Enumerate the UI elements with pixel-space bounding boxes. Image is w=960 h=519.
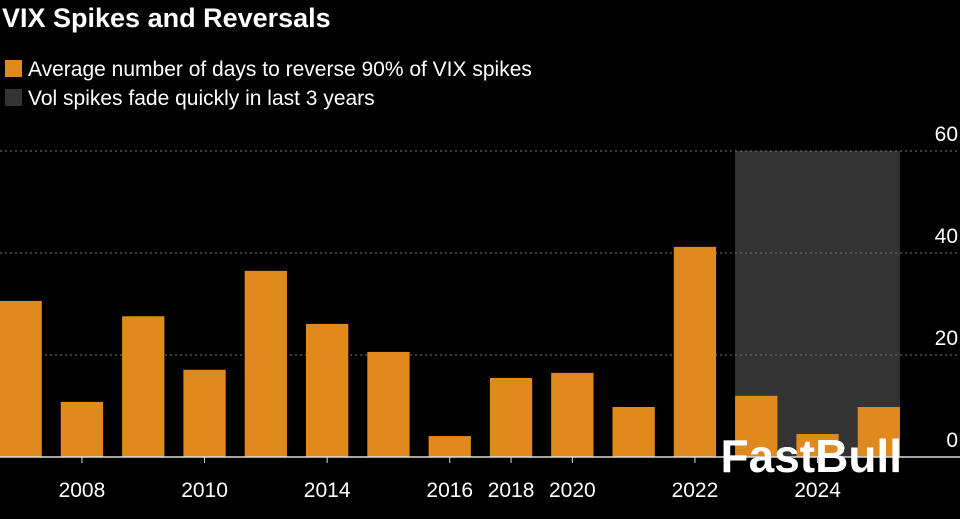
bar bbox=[857, 407, 900, 457]
bar bbox=[489, 377, 533, 457]
y-tick-label: 40 bbox=[935, 225, 958, 248]
legend-label: Vol spikes fade quickly in last 3 years bbox=[28, 87, 375, 110]
x-tick-label: 2018 bbox=[488, 479, 535, 502]
y-tick-label: 20 bbox=[935, 327, 958, 350]
watermark: FastBull bbox=[721, 430, 902, 482]
x-tick-label: 2020 bbox=[549, 479, 596, 502]
bar bbox=[183, 369, 226, 457]
bar bbox=[551, 372, 594, 457]
bar bbox=[428, 436, 471, 457]
legend-swatch bbox=[5, 60, 22, 77]
bar bbox=[0, 300, 42, 457]
x-tick-label: 2014 bbox=[304, 479, 351, 502]
legend-label: Average number of days to reverse 90% of… bbox=[28, 58, 532, 81]
bar bbox=[367, 351, 410, 457]
bar bbox=[60, 401, 104, 457]
x-tick-label: 2016 bbox=[426, 479, 473, 502]
x-tick-label: 2008 bbox=[59, 479, 106, 502]
legend-swatch bbox=[5, 89, 22, 106]
y-tick-label: 60 bbox=[935, 123, 958, 146]
x-tick-label: 2022 bbox=[672, 479, 719, 502]
y-tick-label: 0 bbox=[946, 429, 958, 452]
bar bbox=[244, 270, 287, 457]
bar bbox=[612, 407, 655, 457]
bar bbox=[796, 434, 839, 457]
x-tick-label: 2024 bbox=[794, 479, 841, 502]
bar bbox=[306, 323, 349, 457]
bar bbox=[122, 316, 165, 457]
chart-title: VIX Spikes and Reversals bbox=[2, 3, 331, 33]
bar bbox=[735, 395, 778, 457]
bar bbox=[673, 246, 717, 457]
x-tick-label: 2010 bbox=[181, 479, 228, 502]
